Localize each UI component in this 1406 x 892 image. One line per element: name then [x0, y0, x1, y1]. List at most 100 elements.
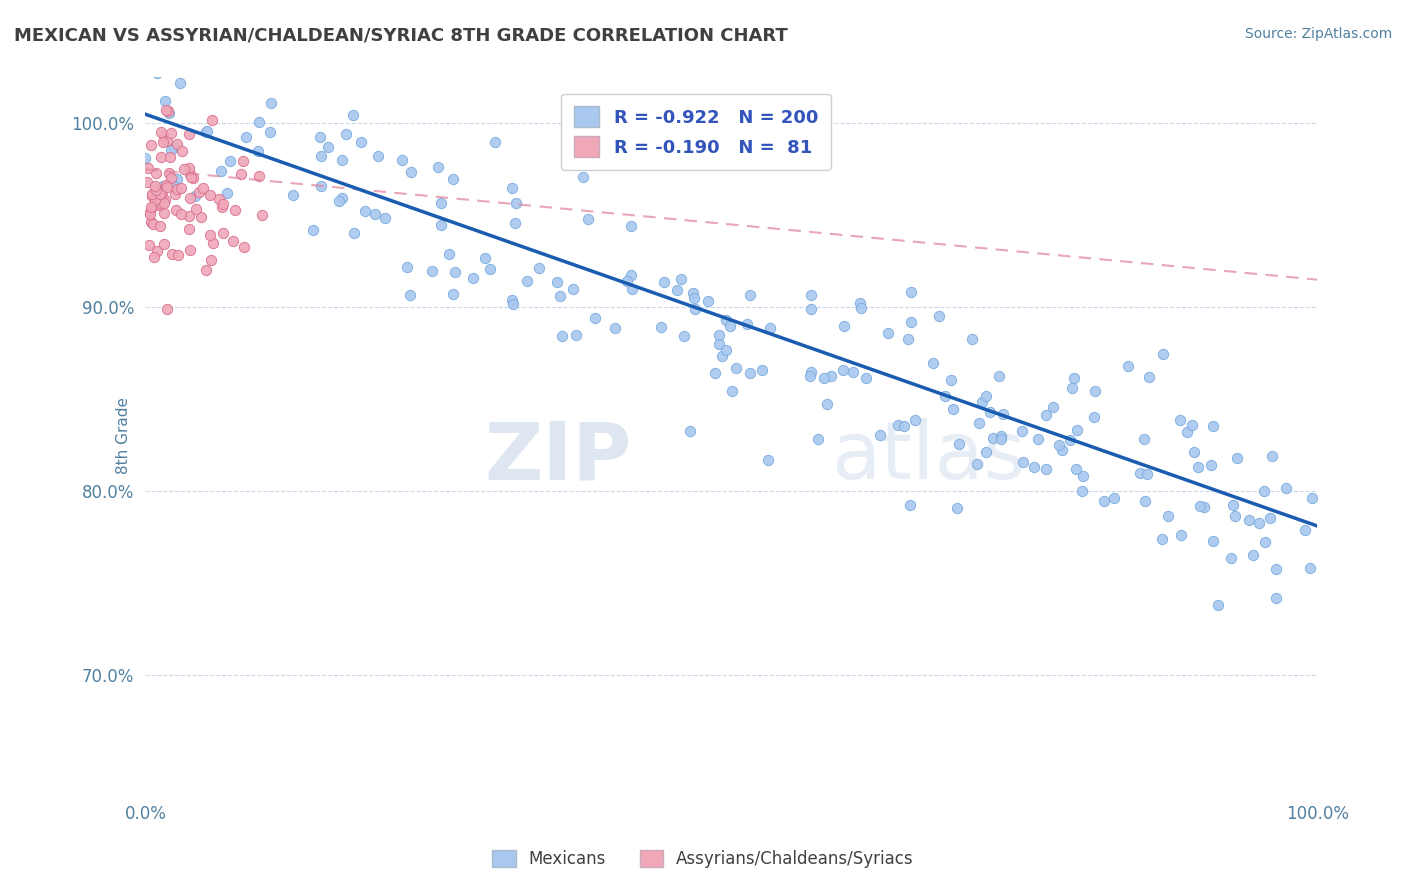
- Point: [169, 76, 191, 90]
- Point: [1294, 523, 1316, 537]
- Point: [990, 432, 1012, 446]
- Point: [851, 301, 873, 316]
- Point: [159, 143, 181, 157]
- Y-axis label: 8th Grade: 8th Grade: [117, 398, 132, 475]
- Point: [441, 287, 464, 301]
- Point: [328, 194, 350, 208]
- Point: [201, 236, 224, 251]
- Point: [179, 243, 201, 257]
- Point: [616, 274, 638, 288]
- Point: [682, 285, 704, 300]
- Point: [177, 127, 200, 141]
- Point: [342, 108, 364, 122]
- Point: [1118, 359, 1140, 374]
- Point: [1182, 445, 1205, 459]
- Point: [1129, 466, 1152, 480]
- Point: [941, 373, 963, 387]
- Point: [1035, 408, 1057, 422]
- Point: [335, 127, 357, 141]
- Point: [806, 432, 828, 446]
- Point: [152, 179, 174, 194]
- Point: [934, 389, 956, 403]
- Point: [136, 161, 159, 175]
- Point: [1254, 534, 1277, 549]
- Point: [710, 349, 733, 363]
- Point: [1241, 548, 1264, 562]
- Point: [430, 196, 453, 211]
- Point: [551, 329, 574, 343]
- Point: [149, 187, 172, 202]
- Point: [527, 261, 550, 276]
- Point: [139, 207, 162, 221]
- Point: [1206, 598, 1229, 612]
- Point: [179, 161, 201, 175]
- Point: [249, 115, 271, 129]
- Point: [211, 200, 233, 214]
- Point: [501, 181, 523, 195]
- Point: [150, 150, 173, 164]
- Point: [501, 293, 523, 307]
- Point: [430, 219, 453, 233]
- Point: [799, 368, 821, 383]
- Point: [738, 366, 761, 380]
- Point: [311, 149, 333, 163]
- Point: [179, 168, 201, 182]
- Point: [1042, 401, 1064, 415]
- Point: [156, 103, 179, 118]
- Point: [1170, 527, 1192, 541]
- Point: [195, 125, 218, 139]
- Point: [921, 356, 943, 370]
- Point: [502, 296, 524, 310]
- Point: [800, 301, 823, 316]
- Point: [751, 362, 773, 376]
- Point: [1189, 499, 1212, 513]
- Point: [1084, 384, 1107, 399]
- Point: [669, 272, 692, 286]
- Point: [198, 187, 221, 202]
- Point: [621, 282, 644, 296]
- Point: [224, 202, 246, 217]
- Point: [1102, 491, 1125, 505]
- Point: [505, 196, 527, 211]
- Point: [565, 327, 588, 342]
- Point: [813, 370, 835, 384]
- Point: [160, 126, 183, 140]
- Point: [391, 153, 413, 168]
- Point: [198, 228, 221, 243]
- Point: [1028, 433, 1050, 447]
- Point: [235, 129, 257, 144]
- Point: [184, 189, 207, 203]
- Point: [250, 208, 273, 222]
- Point: [479, 262, 502, 277]
- Point: [620, 268, 643, 282]
- Point: [143, 179, 166, 194]
- Point: [143, 251, 166, 265]
- Point: [139, 205, 162, 219]
- Point: [200, 252, 222, 267]
- Point: [153, 205, 176, 219]
- Point: [620, 219, 643, 233]
- Point: [738, 288, 761, 302]
- Point: [960, 332, 983, 346]
- Point: [215, 186, 238, 201]
- Point: [201, 112, 224, 127]
- Point: [707, 328, 730, 343]
- Point: [503, 216, 526, 230]
- Point: [1071, 483, 1094, 498]
- Point: [1083, 410, 1105, 425]
- Point: [170, 144, 193, 158]
- Point: [160, 170, 183, 185]
- Point: [1202, 419, 1225, 434]
- Point: [247, 169, 270, 183]
- Point: [211, 226, 233, 240]
- Point: [364, 207, 387, 221]
- Point: [141, 186, 163, 201]
- Point: [190, 210, 212, 224]
- Point: [152, 236, 174, 251]
- Point: [942, 402, 965, 417]
- Point: [152, 195, 174, 210]
- Point: [145, 183, 167, 197]
- Point: [898, 498, 921, 512]
- Point: [177, 209, 200, 223]
- Point: [155, 193, 177, 207]
